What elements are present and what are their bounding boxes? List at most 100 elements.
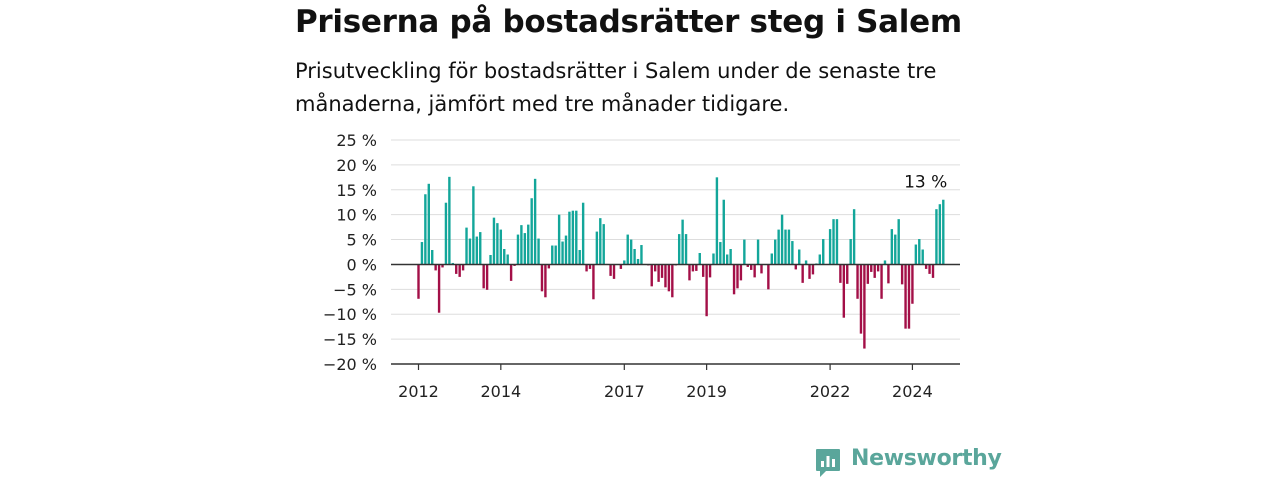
y-tick-label: 5 %	[347, 231, 377, 250]
bar	[839, 264, 842, 283]
bar	[722, 199, 725, 265]
bar	[887, 264, 890, 284]
bar	[863, 264, 866, 349]
bar	[883, 260, 887, 265]
bar	[859, 264, 863, 334]
bar	[907, 264, 911, 329]
bar	[468, 238, 472, 265]
bar	[441, 264, 444, 268]
bar	[629, 239, 633, 265]
bar	[660, 264, 664, 278]
y-tick-label: 10 %	[336, 206, 377, 225]
bar	[894, 234, 897, 265]
bar	[794, 264, 797, 270]
bar	[533, 178, 537, 265]
bar	[479, 232, 482, 265]
y-tick-label: 25 %	[336, 131, 377, 150]
bar	[623, 260, 626, 265]
bar	[437, 264, 441, 313]
bar	[746, 264, 749, 267]
bar	[592, 264, 595, 300]
bar	[890, 229, 894, 265]
bar	[448, 176, 451, 265]
bar	[650, 264, 653, 287]
bar	[557, 214, 561, 265]
bar	[444, 202, 448, 265]
bar	[729, 249, 732, 265]
bar	[434, 264, 437, 271]
bar	[516, 234, 520, 265]
bar	[667, 264, 671, 292]
bar	[503, 249, 506, 265]
bar	[801, 264, 804, 283]
bar	[578, 250, 581, 265]
bar	[695, 264, 698, 271]
bar	[743, 239, 746, 265]
bar	[684, 234, 688, 265]
bar	[787, 229, 791, 265]
bar	[458, 264, 461, 277]
bar	[921, 249, 924, 265]
bar	[609, 264, 612, 276]
bar	[798, 249, 801, 265]
bar	[653, 264, 657, 272]
y-tick-label: −15 %	[323, 330, 377, 349]
bar	[564, 235, 568, 265]
bar	[719, 242, 722, 265]
bar	[708, 264, 712, 278]
bar	[520, 225, 523, 265]
bar	[612, 264, 616, 279]
bar	[455, 264, 458, 274]
bar	[846, 264, 849, 284]
bar	[496, 223, 499, 265]
bar	[523, 233, 527, 265]
bar	[928, 264, 931, 274]
bar	[842, 264, 846, 318]
bar	[544, 264, 547, 298]
bar	[640, 245, 643, 265]
bar	[657, 264, 660, 282]
bar	[677, 234, 681, 265]
bar	[581, 202, 585, 265]
bar	[681, 219, 684, 265]
bar	[571, 210, 575, 265]
bar	[924, 264, 928, 269]
bar	[588, 264, 592, 269]
bar	[602, 224, 605, 265]
bar	[472, 186, 475, 265]
bar	[482, 264, 485, 289]
bar	[691, 264, 695, 272]
bar	[671, 264, 674, 298]
bar	[849, 239, 852, 265]
data-label-latest: 13 %	[904, 173, 947, 193]
bar	[866, 264, 870, 284]
newsworthy-logo: Newsworthy	[815, 446, 1002, 480]
bar	[705, 264, 708, 317]
bar	[506, 254, 509, 265]
brand-name: Newsworthy	[851, 446, 1002, 471]
bar	[873, 264, 876, 278]
bar	[427, 183, 430, 265]
bar	[636, 258, 640, 265]
bar	[585, 264, 588, 272]
bar	[475, 236, 479, 265]
bar	[499, 229, 503, 265]
bar	[595, 231, 599, 265]
bar	[804, 260, 808, 265]
newsworthy-logo-icon	[816, 449, 840, 477]
bar	[554, 245, 557, 265]
bar	[465, 227, 468, 265]
bar	[914, 244, 918, 265]
bar	[547, 264, 551, 269]
bar	[756, 239, 760, 265]
bar	[489, 254, 492, 265]
bar	[626, 234, 629, 265]
bar	[856, 264, 859, 299]
x-tick-label: 2022	[810, 382, 851, 401]
bar	[942, 199, 945, 265]
y-tick-label: −10 %	[323, 305, 377, 324]
bar	[876, 264, 880, 272]
x-tick-label: 2012	[398, 382, 439, 401]
bar	[918, 239, 921, 265]
